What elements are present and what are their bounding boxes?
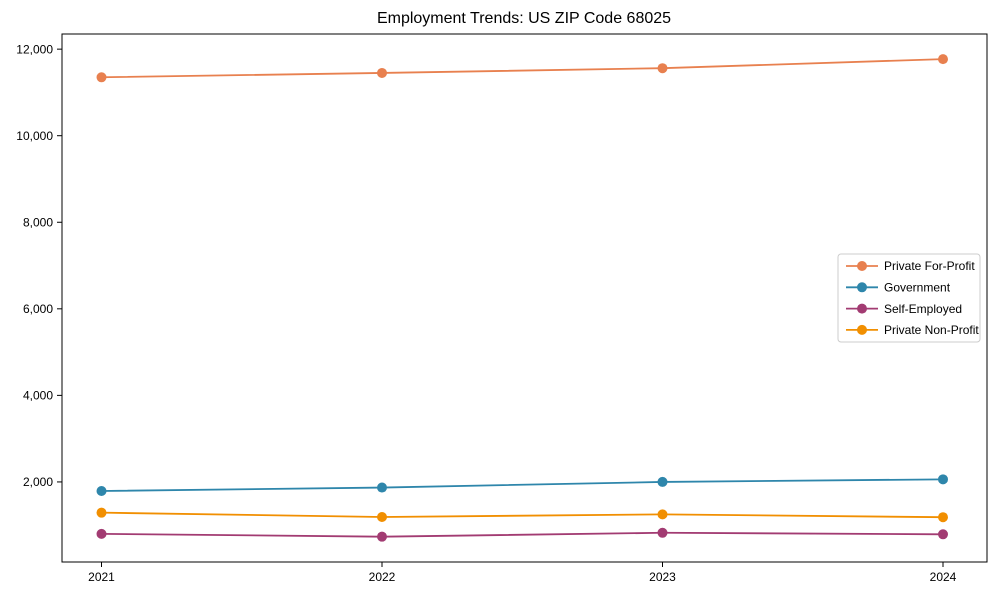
y-tick-label: 8,000 [23, 215, 53, 229]
y-tick-label: 2,000 [23, 475, 53, 489]
series-line-private-non-profit [101, 511, 944, 519]
legend-marker-dot-government [857, 282, 867, 293]
plot-area-border [61, 33, 988, 563]
data-point-private-non-profit-2021 [96, 507, 107, 518]
y-tick-label: 12,000 [16, 42, 53, 56]
data-point-private-non-profit-2024 [938, 512, 948, 523]
data-point-private-for-profit-2023 [657, 63, 668, 74]
legend: Private For-Profit Government Self-Employe… [837, 253, 981, 343]
series-line-government [101, 478, 944, 492]
data-point-self-employed-2022 [377, 531, 387, 542]
data-point-self-employed-2024 [938, 529, 948, 540]
x-tick-label-2023: 2023 [649, 570, 676, 584]
x-axis: 2021 2022 2023 2024 [88, 562, 957, 584]
data-point-private-for-profit-2024 [938, 54, 948, 65]
x-tick-label-2022: 2022 [369, 570, 396, 584]
data-point-self-employed-2023 [657, 527, 668, 538]
legend-marker-dot-private-for-profit [857, 261, 867, 271]
data-point-private-non-profit-2023 [657, 509, 668, 520]
data-point-government-2021 [96, 486, 107, 497]
legend-marker-dot-self-employed [857, 303, 867, 314]
x-tick-label-2024: 2024 [930, 570, 957, 584]
legend-box [837, 253, 981, 343]
data-point-government-2022 [377, 482, 387, 493]
x-tick-label-2021: 2021 [88, 570, 115, 584]
data-point-private-non-profit-2022 [377, 511, 387, 522]
data-point-government-2024 [938, 474, 948, 485]
y-axis: 2,000 4,000 6,000 8,000 10,000 12,000 [16, 42, 62, 489]
legend-label-private-non-profit: Private Non-Profit [884, 323, 979, 337]
series-line-self-employed [101, 531, 944, 538]
y-tick-label: 10,000 [16, 129, 53, 143]
y-tick-label: 4,000 [23, 389, 53, 403]
data-point-private-for-profit-2022 [377, 67, 387, 78]
legend-marker-dot-private-non-profit [857, 324, 867, 335]
legend-label-self-employed: Self-Employed [884, 302, 962, 316]
data-point-private-for-profit-2021 [96, 72, 107, 83]
legend-label-private-for-profit: Private For-Profit [884, 259, 975, 273]
legend-label-government: Government [884, 281, 951, 295]
series-line-private-for-profit [101, 58, 944, 79]
y-tick-label: 6,000 [23, 302, 53, 316]
series-lines [96, 54, 948, 542]
data-point-government-2023 [657, 476, 668, 487]
data-point-self-employed-2021 [96, 528, 107, 539]
chart-title: Employment Trends: US ZIP Code 68025 [377, 10, 671, 27]
